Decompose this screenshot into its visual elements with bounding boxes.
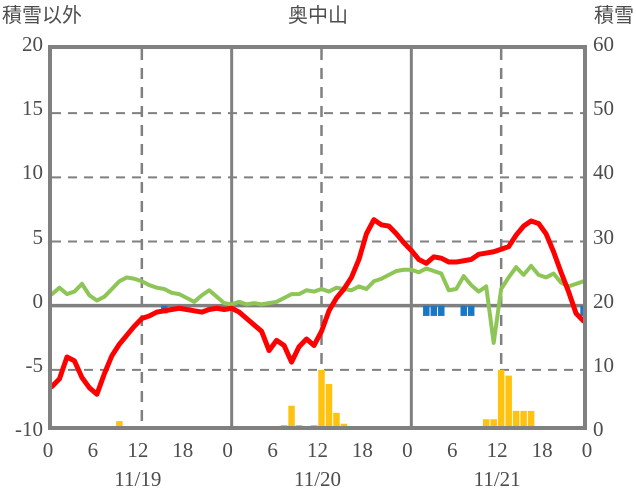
right-tick-label: 40 <box>593 160 614 185</box>
left-tick-label: 10 <box>22 160 43 185</box>
day-label: 11/19 <box>114 467 162 491</box>
x-tick-label: 18 <box>531 438 553 462</box>
left-tick-label: -10 <box>15 417 43 441</box>
left-tick-label: 15 <box>22 96 43 121</box>
right-tick-label: 20 <box>593 288 614 313</box>
x-tick-label: 18 <box>172 438 194 462</box>
left-tick-label: 20 <box>22 32 43 56</box>
right-tick-label: 0 <box>593 417 604 441</box>
day-label: 11/20 <box>293 467 342 491</box>
x-tick-label: 0 <box>402 438 413 462</box>
left-tick-label: -5 <box>25 352 44 377</box>
left-axis-title: 積雪以外 <box>2 3 82 27</box>
plot-inner <box>52 49 583 426</box>
x-tick-label: 0 <box>222 438 233 462</box>
right-axis-title: 積雪 <box>594 3 634 27</box>
right-tick-label: 10 <box>593 352 614 377</box>
right-tick-label: 60 <box>593 32 614 56</box>
left-tick-label: 5 <box>32 224 44 249</box>
x-tick-label: 6 <box>447 438 458 462</box>
chart-title: 奥中山 <box>288 3 348 27</box>
left-tick-label: 0 <box>32 288 44 313</box>
x-tick-label: 18 <box>351 438 373 462</box>
x-tick-label: 0 <box>42 438 54 462</box>
x-tick-label: 12 <box>307 438 328 462</box>
day-label: 11/21 <box>473 467 521 491</box>
x-tick-label: 6 <box>267 438 278 462</box>
right-tick-label: 30 <box>593 224 614 249</box>
x-tick-label: 12 <box>127 438 149 462</box>
x-tick-label: 0 <box>581 438 593 462</box>
right-tick-label: 50 <box>593 96 614 121</box>
plot-area <box>48 45 587 430</box>
x-tick-label: 6 <box>87 438 99 462</box>
x-tick-label: 12 <box>486 438 508 462</box>
lines-layer <box>52 217 583 397</box>
